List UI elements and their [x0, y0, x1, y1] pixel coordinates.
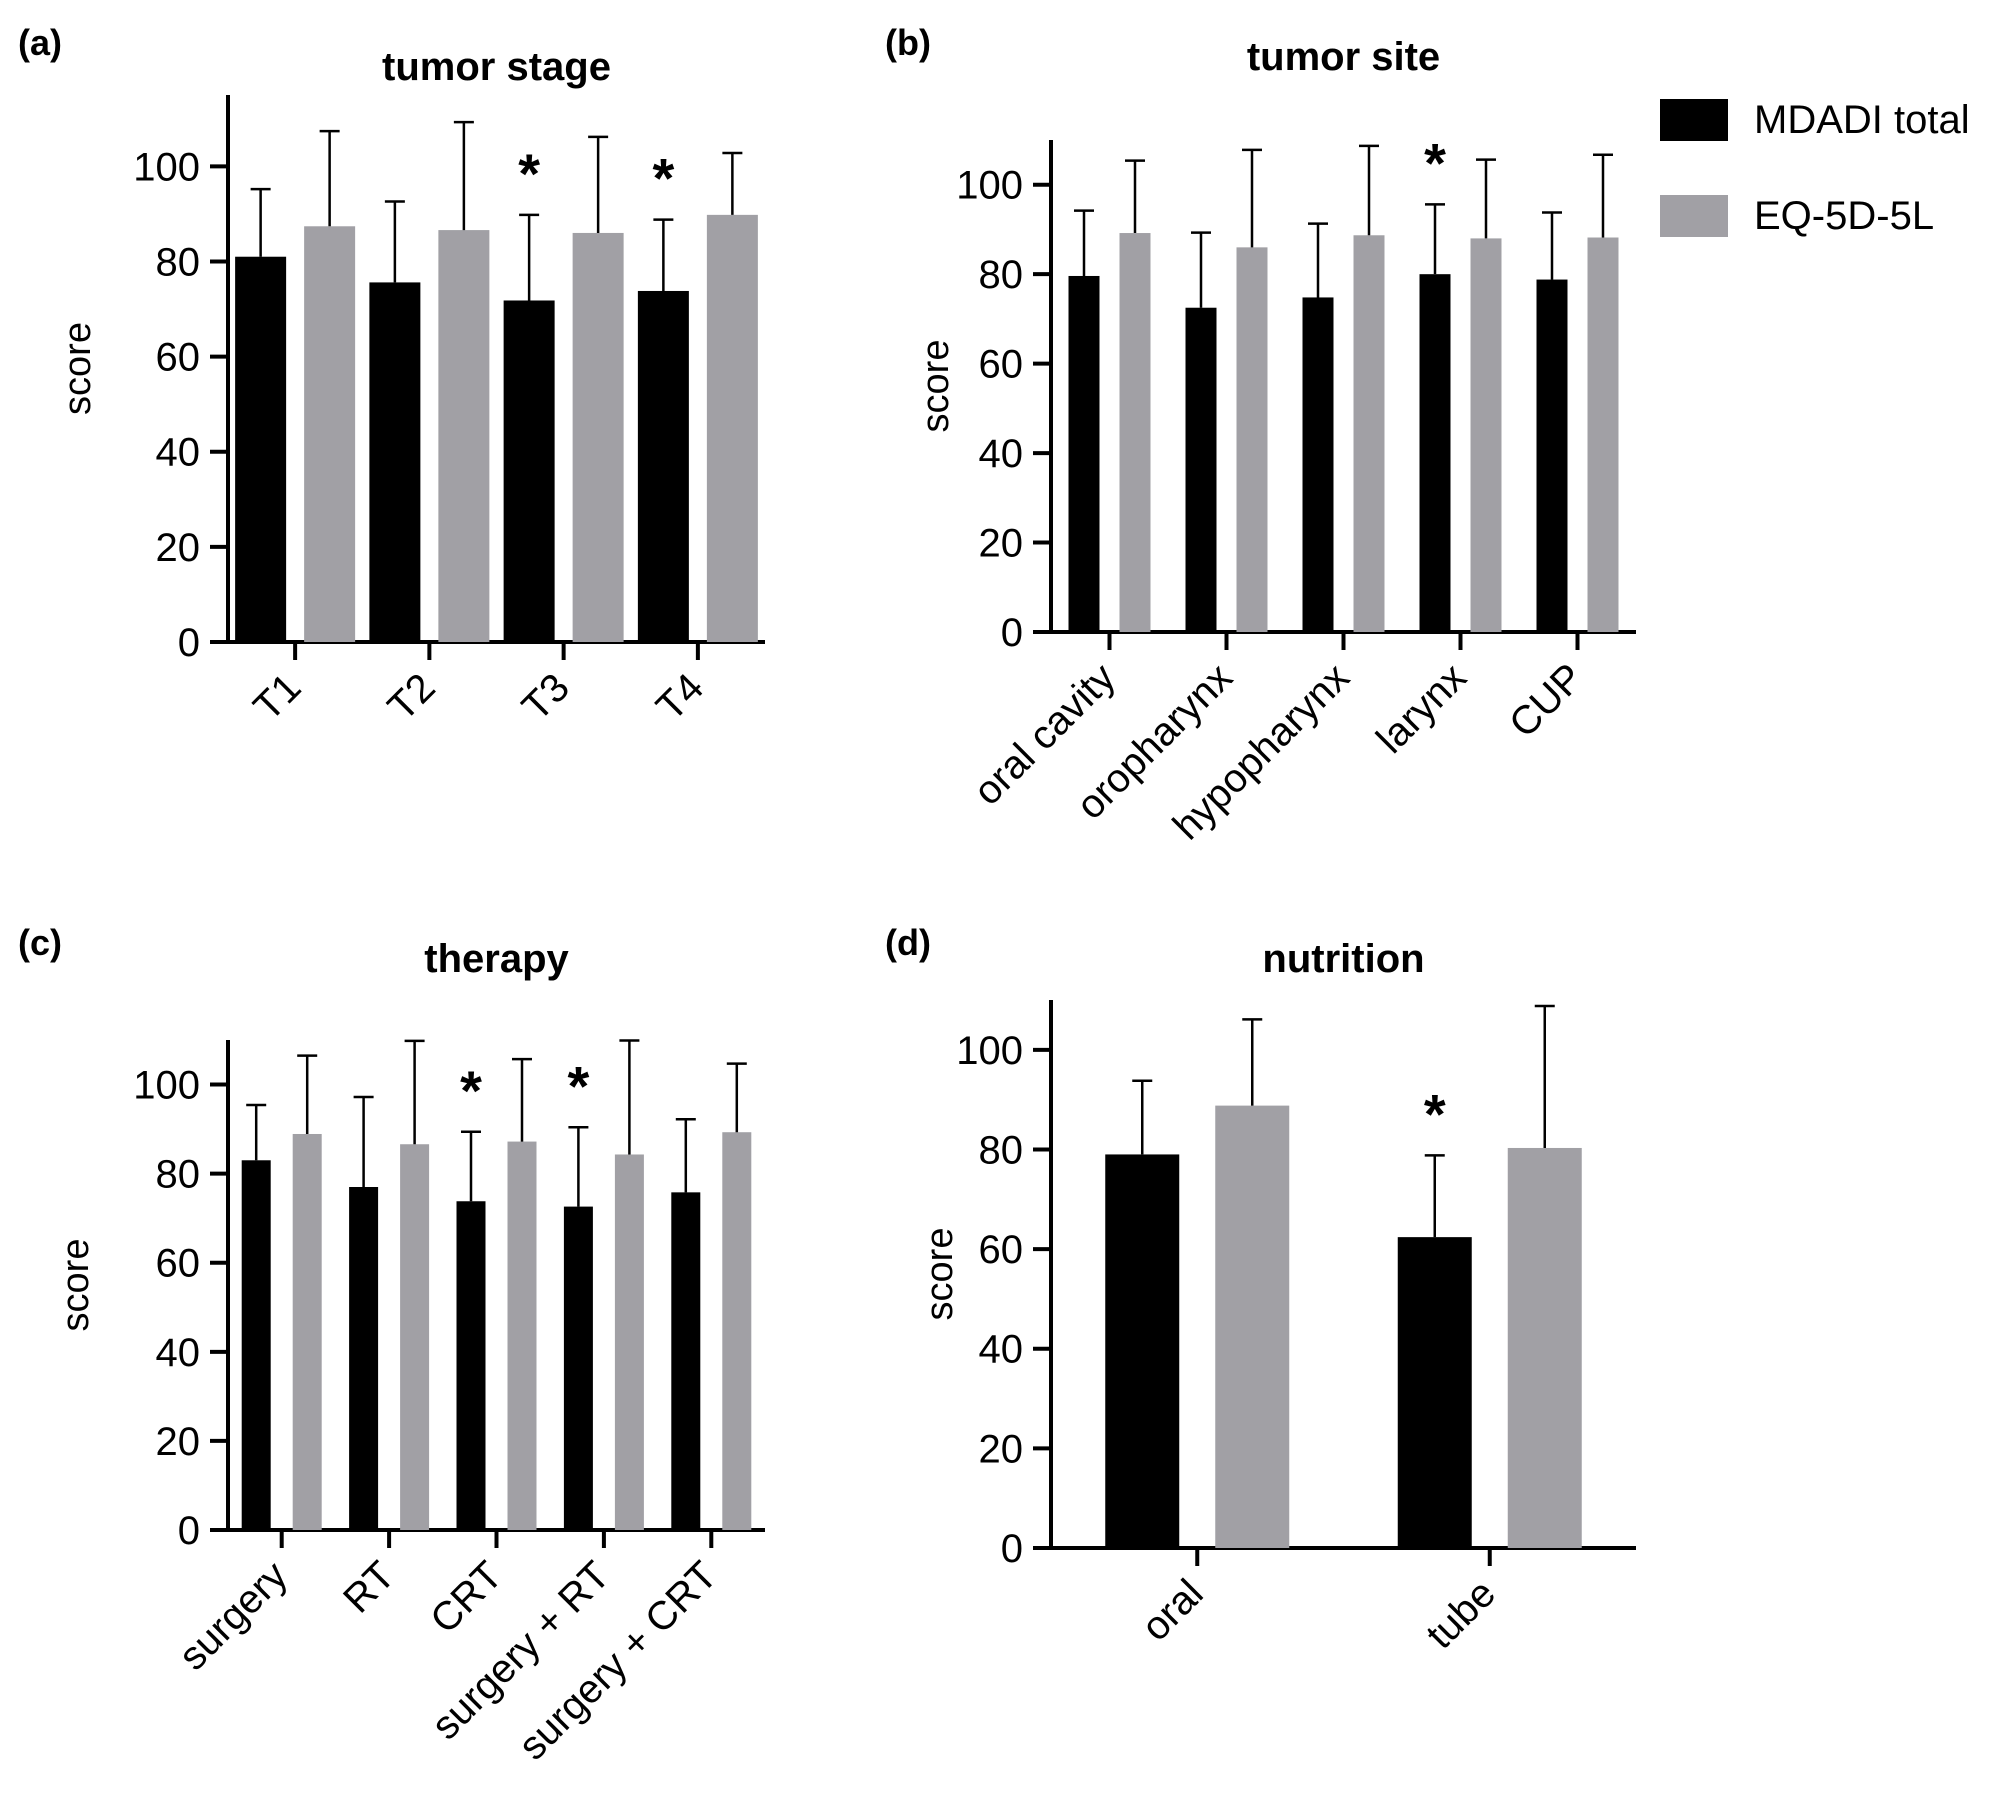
- x-tick-label: T4: [648, 665, 712, 729]
- y-tick-label: 100: [133, 145, 200, 189]
- legend-item-eq5d5l: EQ-5D-5L: [1660, 188, 1970, 244]
- panel-label: (d): [885, 922, 931, 963]
- y-tick-label: 20: [156, 1420, 201, 1464]
- bar-eq5d5l-3-2: [400, 1144, 430, 1530]
- y-tick-label: 40: [979, 1328, 1024, 1372]
- y-tick-label: 100: [956, 164, 1023, 208]
- y-tick-label: 80: [156, 1153, 201, 1197]
- bar-mdadi-3-2: [349, 1187, 379, 1530]
- bar-mdadi-1-3: [503, 300, 555, 642]
- bar-mdadi-3-4: [563, 1206, 593, 1530]
- panel-label: (c): [18, 922, 62, 963]
- bar-mdadi-3-3: [456, 1201, 486, 1530]
- bar-eq5d5l-3-5: [722, 1132, 752, 1530]
- bar-eq5d5l-2-3: [1353, 235, 1385, 632]
- y-tick-label: 0: [178, 1509, 200, 1553]
- x-tick-label: T1: [245, 665, 309, 729]
- bar-mdadi-1-4: [637, 290, 689, 642]
- chart-title: tumor stage: [382, 45, 611, 89]
- bar-eq5d5l-1-1: [304, 226, 356, 642]
- bar-mdadi-2-3: [1302, 297, 1334, 632]
- significance-marker: *: [568, 1054, 590, 1117]
- x-tick-label: surgery: [171, 1553, 296, 1678]
- bar-mdadi-2-1: [1068, 275, 1100, 632]
- legend: MDADI total EQ-5D-5L: [1660, 92, 1970, 284]
- chart-title: tumor site: [1247, 35, 1440, 79]
- bar-mdadi-1-2: [369, 282, 421, 642]
- x-tick-label: RT: [335, 1553, 403, 1621]
- bar-mdadi-2-5: [1536, 279, 1568, 632]
- chart-panel-1: (a) tumor stage score 0 20 40 60 80 100 T1 T2 * T3 * T…: [18, 22, 765, 729]
- y-tick-label: 20: [979, 1427, 1024, 1471]
- y-axis-label: score: [915, 340, 957, 433]
- bar-eq5d5l-3-1: [292, 1133, 322, 1530]
- legend-label-eq5d5l: EQ-5D-5L: [1754, 193, 1935, 238]
- chart-title: therapy: [424, 937, 569, 981]
- x-tick-label: surgery + CRT: [510, 1553, 725, 1768]
- x-tick-label: T2: [380, 665, 444, 729]
- bar-eq5d5l-3-4: [614, 1154, 644, 1530]
- legend-swatch-eq5d5l: [1660, 195, 1728, 237]
- bar-eq5d5l-4-2: [1507, 1147, 1582, 1548]
- bar-mdadi-3-1: [241, 1160, 271, 1530]
- legend-label-mdadi: MDADI total: [1754, 97, 1970, 142]
- y-axis-label: score: [57, 322, 99, 415]
- y-tick-label: 60: [979, 1228, 1024, 1272]
- significance-marker: *: [518, 142, 540, 205]
- panel-label: (a): [18, 22, 62, 63]
- bar-eq5d5l-4-1: [1215, 1105, 1290, 1548]
- y-tick-label: 60: [156, 336, 201, 380]
- x-tick-label: T3: [514, 665, 578, 729]
- chart-panel-4: (d) nutrition score 0 20 40 60 80 100 oral * tube: [885, 922, 1636, 1657]
- y-tick-label: 100: [956, 1029, 1023, 1073]
- y-tick-label: 100: [133, 1064, 200, 1108]
- bar-eq5d5l-2-5: [1587, 237, 1619, 633]
- y-tick-label: 40: [156, 1331, 201, 1375]
- chart-panel-3: (c) therapy score 0 20 40 60 80 100 surgery RT * CRT…: [18, 922, 765, 1769]
- bar-mdadi-2-4: [1419, 274, 1451, 632]
- panel-label: (b): [885, 22, 931, 63]
- bar-eq5d5l-1-4: [706, 214, 758, 642]
- y-tick-label: 80: [979, 253, 1024, 297]
- x-tick-label: CUP: [1501, 655, 1592, 746]
- bar-eq5d5l-2-1: [1119, 233, 1151, 633]
- legend-item-mdadi: MDADI total: [1660, 92, 1970, 148]
- bar-eq5d5l-1-3: [572, 232, 624, 642]
- significance-marker: *: [1424, 1082, 1446, 1145]
- bar-mdadi-3-5: [671, 1192, 701, 1530]
- bar-mdadi-1-1: [235, 256, 287, 642]
- x-tick-label: CRT: [422, 1553, 511, 1642]
- x-tick-label: oral: [1133, 1571, 1211, 1649]
- y-axis-label: score: [919, 1228, 961, 1321]
- y-tick-label: 60: [979, 343, 1024, 387]
- y-tick-label: 40: [156, 431, 201, 475]
- y-axis-label: score: [55, 1239, 97, 1332]
- bar-eq5d5l-2-2: [1236, 247, 1268, 632]
- y-tick-label: 80: [156, 240, 201, 284]
- bar-eq5d5l-1-2: [438, 230, 490, 643]
- x-tick-label: larynx: [1368, 655, 1475, 762]
- bar-eq5d5l-3-3: [507, 1141, 537, 1530]
- y-tick-label: 0: [1001, 1527, 1023, 1571]
- y-tick-label: 20: [979, 522, 1024, 566]
- bar-mdadi-2-2: [1185, 307, 1217, 632]
- bar-eq5d5l-2-4: [1470, 238, 1502, 632]
- significance-marker: *: [652, 147, 674, 210]
- significance-marker: *: [1424, 131, 1446, 194]
- chart-title: nutrition: [1262, 937, 1424, 981]
- bar-mdadi-4-1: [1105, 1154, 1180, 1548]
- legend-swatch-mdadi: [1660, 99, 1728, 141]
- y-tick-label: 0: [178, 621, 200, 665]
- significance-marker: *: [460, 1059, 482, 1122]
- bar-mdadi-4-2: [1397, 1237, 1472, 1548]
- y-tick-label: 80: [979, 1128, 1024, 1172]
- y-tick-label: 0: [1001, 611, 1023, 655]
- y-tick-label: 20: [156, 526, 201, 570]
- x-tick-label: tube: [1418, 1571, 1504, 1657]
- y-tick-label: 40: [979, 432, 1024, 476]
- y-tick-label: 60: [156, 1242, 201, 1286]
